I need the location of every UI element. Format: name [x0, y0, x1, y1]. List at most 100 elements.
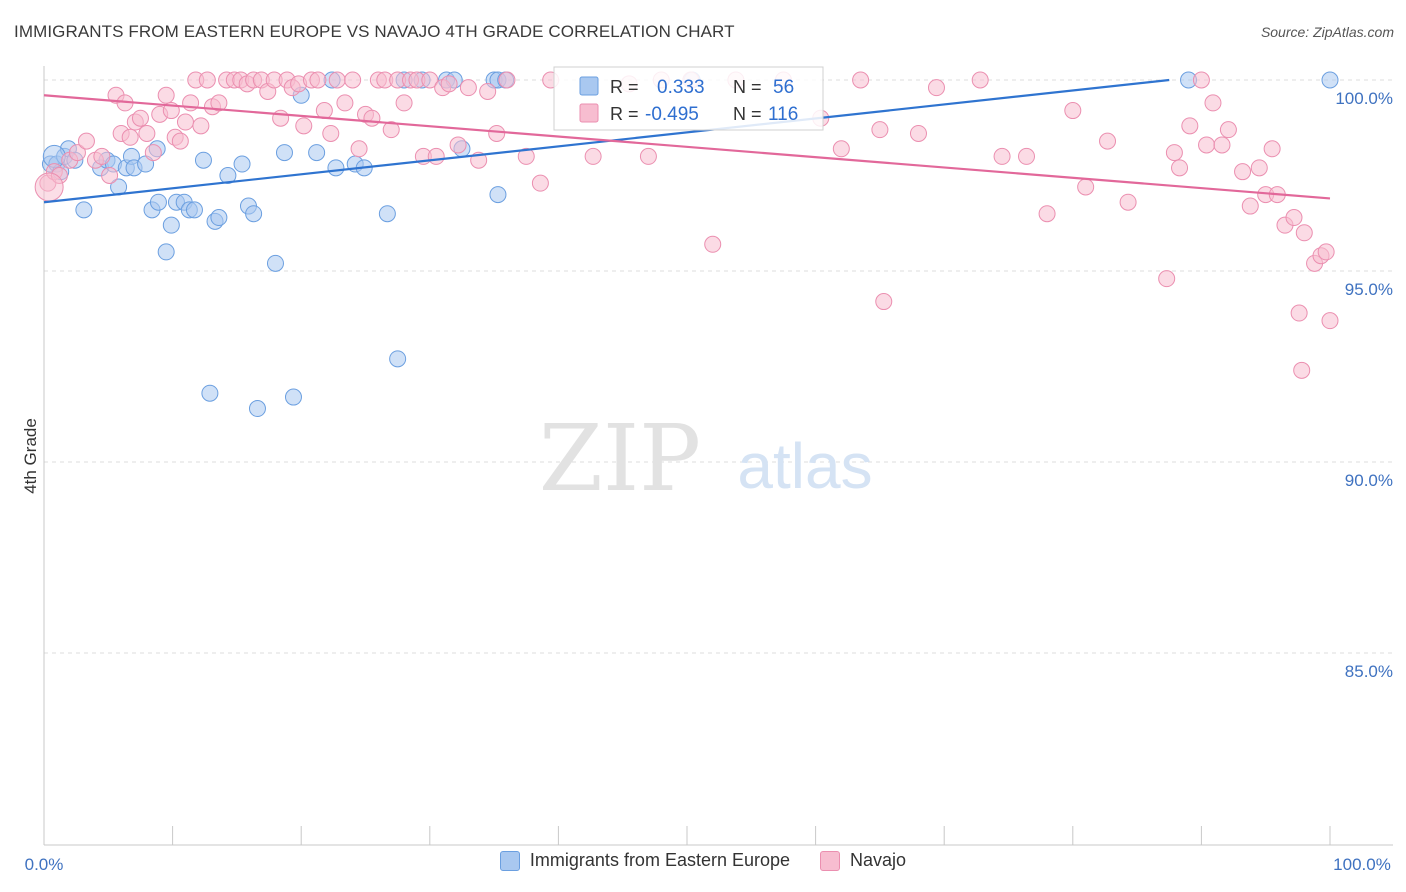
navajo-point-91: [1038, 205, 1056, 223]
navajo-point-75: [639, 147, 657, 165]
navajo-point-22: [176, 113, 194, 131]
navajo-point-15: [138, 124, 156, 142]
navajo-point-5: [77, 132, 95, 150]
navajo-point-105: [1234, 163, 1252, 181]
navajo-point-12: [121, 128, 139, 146]
immigrants-point-24: [194, 151, 212, 169]
axes: [43, 66, 1393, 846]
immigrants-point-39: [327, 159, 345, 177]
navajo-point-99: [1181, 117, 1199, 135]
navajo-point-114: [1295, 224, 1313, 242]
y-axis-label: 4th Grade: [21, 418, 40, 494]
immigrants-point-55: [1321, 71, 1339, 89]
navajo-point-56: [395, 94, 413, 112]
navajo-point-21: [171, 132, 189, 150]
y-tick-label-3: 100.0%: [1335, 89, 1393, 108]
navajo-point-97: [1165, 144, 1183, 162]
navajo-point-90: [1018, 147, 1036, 165]
navajo-point-88: [971, 71, 989, 89]
stats-n-label-2: N =: [733, 104, 762, 124]
x-axis-ticks: [43, 826, 1331, 845]
navajo-point-107: [1250, 159, 1268, 177]
stats-r-value-2: -0.495: [645, 104, 699, 125]
navajo-point-70: [517, 147, 535, 165]
immigrants-point-37: [308, 144, 326, 162]
navajo-point-46: [328, 71, 346, 89]
navajo-point-78: [704, 235, 722, 253]
x-tick-label-max: 100.0%: [1333, 855, 1391, 874]
y-tick-label-0: 85.0%: [1345, 662, 1393, 681]
stats-n-value-2: 116: [768, 104, 798, 125]
navajo-point-100: [1192, 71, 1210, 89]
immigrants-point-35: [284, 388, 302, 406]
navajo-point-68: [488, 124, 506, 142]
immigrants-point-33: [266, 254, 284, 272]
navajo-trend-line: [43, 94, 1331, 200]
navajo-point-48: [344, 71, 362, 89]
navajo-point-92: [1064, 102, 1082, 120]
legend: Immigrants from Eastern Europe Navajo: [0, 850, 1406, 871]
navajo-point-26: [198, 71, 216, 89]
navajo-point-14: [131, 109, 149, 127]
chart-title: IMMIGRANTS FROM EASTERN EUROPE VS NAVAJO…: [14, 22, 735, 41]
immigrants-point-28: [219, 167, 237, 184]
y-axis-tick-labels: 85.0% 90.0% 95.0% 100.0%: [1335, 89, 1393, 681]
navajo-point-82: [832, 140, 850, 158]
navajo-point-94: [1099, 132, 1117, 150]
navajo-point-83: [852, 71, 870, 89]
watermark-atlas: atlas: [737, 430, 872, 502]
immigrants-point-6: [75, 201, 93, 219]
navajo-point-109: [1263, 140, 1281, 158]
navajo-point-49: [350, 140, 368, 158]
navajo-point-73: [584, 147, 602, 165]
watermark-zip: ZIP: [539, 405, 701, 512]
navajo-point-37: [272, 109, 290, 127]
navajo-point-28: [210, 94, 228, 112]
legend-item-navajo[interactable]: Navajo: [820, 850, 906, 871]
immigrants-point-29: [233, 155, 251, 173]
immigrants-point-27: [210, 209, 228, 227]
navajo-point-7: [93, 147, 111, 165]
immigrants-point-34: [275, 144, 293, 162]
navajo-point-51: [363, 109, 381, 127]
navajo-point-96: [1158, 270, 1176, 288]
navajo-point-89: [993, 147, 1011, 165]
navajo-point-119: [1321, 312, 1339, 330]
navajo-point-18: [157, 86, 175, 104]
stats-n-value-1: 56: [773, 77, 794, 98]
navajo-point-4: [68, 144, 86, 162]
navajo-point-63: [440, 75, 458, 93]
navajo-point-44: [315, 102, 333, 120]
navajo-point-61: [427, 147, 445, 165]
y-tick-label-1: 90.0%: [1345, 471, 1393, 490]
trend-lines: [43, 78, 1331, 204]
navajo-point-101: [1198, 136, 1216, 154]
navajo-point-113: [1290, 304, 1308, 322]
navajo-point-106: [1241, 197, 1259, 215]
immigrants-point-17: [149, 193, 167, 211]
immigrants-point-25: [201, 384, 219, 402]
navajo-point-71: [531, 174, 549, 192]
legend-label-navajo: Navajo: [850, 850, 907, 870]
navajo-point-65: [459, 79, 477, 97]
stats-r-label-1: R =: [610, 77, 639, 97]
source-credit: Source: ZipAtlas.com: [1260, 24, 1394, 40]
immigrants-point-42: [378, 205, 396, 223]
navajo-point-86: [909, 124, 927, 142]
navajo-point-64: [449, 136, 467, 154]
immigrants-point-43: [389, 350, 407, 368]
navajo-point-85: [875, 293, 893, 311]
navajo-point-93: [1077, 178, 1095, 196]
x-tick-label-min: 0.0%: [25, 855, 64, 874]
navajo-point-54: [382, 121, 400, 139]
navajo-point-95: [1119, 193, 1137, 211]
navajo-point-45: [322, 124, 340, 142]
navajo-point-104: [1219, 121, 1237, 139]
navajo-point-8: [101, 167, 119, 184]
navajo-point-25: [192, 117, 210, 135]
stats-n-label-1: N =: [733, 77, 762, 97]
legend-item-immigrants[interactable]: Immigrants from Eastern Europe: [499, 850, 790, 871]
navajo-point-16: [144, 144, 162, 162]
navajo-cluster-point: [34, 172, 64, 202]
